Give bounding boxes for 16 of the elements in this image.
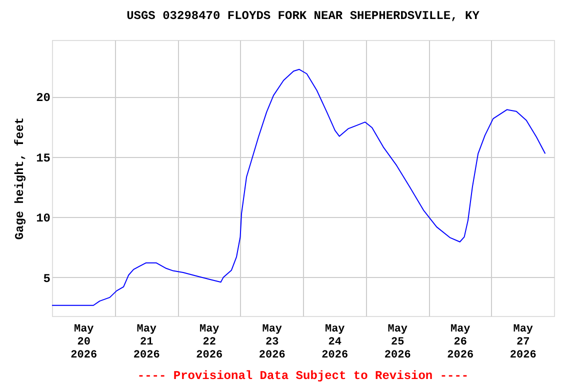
text: ---- Provisional Data Subject to Revision ---- — [137, 369, 469, 383]
y-tick-label: 5 — [43, 272, 50, 286]
line-series — [52, 68, 546, 306]
x-tick-label: May 20 2026 — [70, 324, 98, 362]
x-tick-label: May 26 2026 — [447, 324, 474, 362]
x-tick-label: May 25 2026 — [384, 324, 411, 362]
y-tick-label: 10 — [36, 212, 50, 226]
chart-title: USGS 03298470 FLOYDS FORK NEAR SHEPHERDSVILLE, KY — [126, 9, 480, 23]
y-tick-label: 20 — [36, 91, 50, 106]
x-tick-label: May 21 2026 — [133, 324, 160, 362]
x-tick-label: May 27 2026 — [510, 324, 536, 362]
x-tick-label: May 22 2026 — [196, 324, 223, 362]
x-tick-label: May 23 2026 — [258, 324, 286, 362]
y-axis-title: Gage height, feet — [13, 117, 28, 240]
x-tick-label: May 24 2026 — [322, 324, 348, 362]
y-tick-label: 15 — [36, 151, 50, 166]
